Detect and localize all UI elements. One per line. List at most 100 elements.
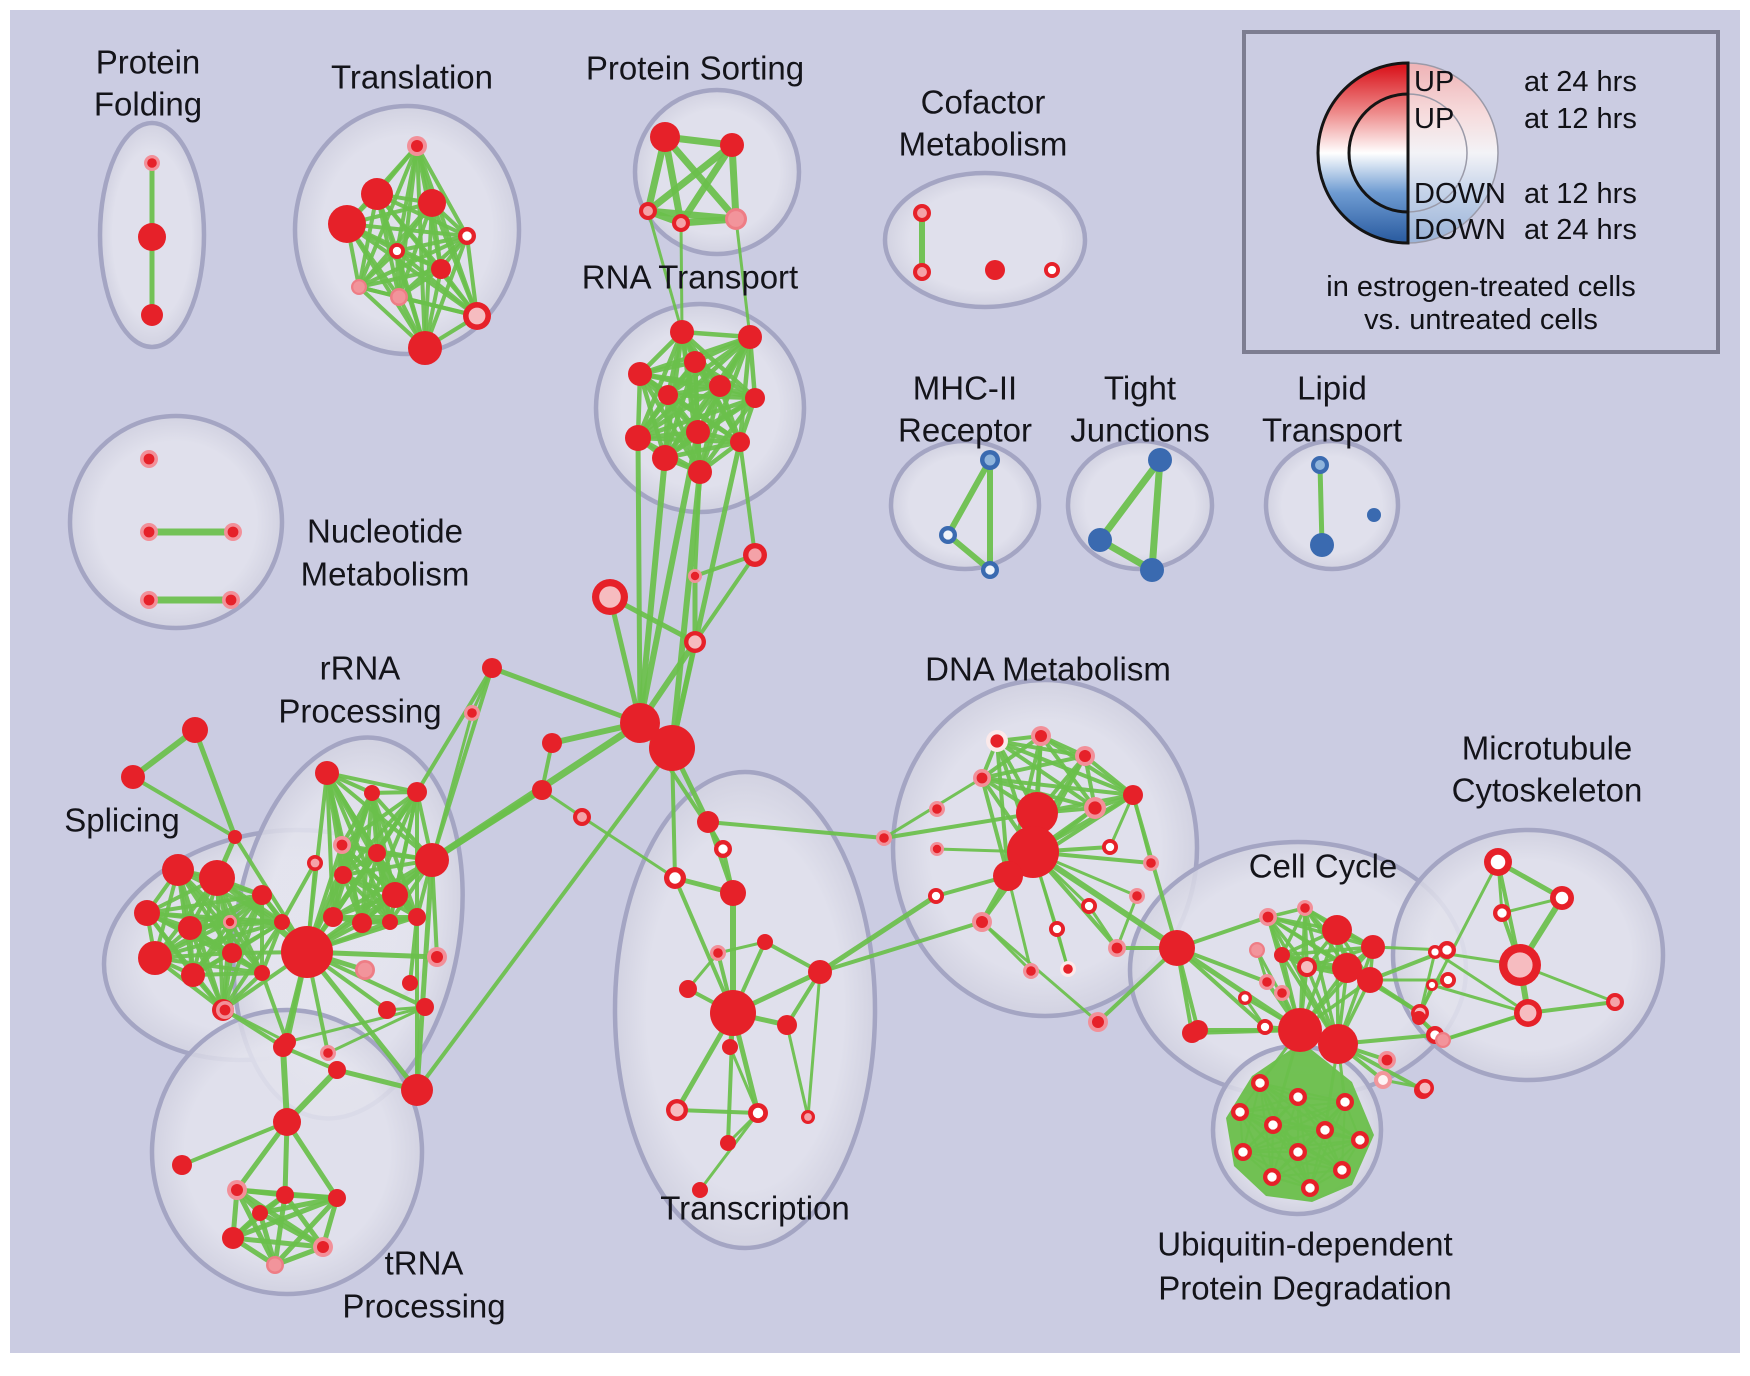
gene-node[interactable] bbox=[697, 811, 719, 833]
gene-node[interactable] bbox=[274, 914, 290, 930]
gene-node[interactable] bbox=[738, 325, 762, 349]
gene-node[interactable] bbox=[273, 1108, 301, 1136]
gene-node[interactable] bbox=[407, 782, 427, 802]
gene-node[interactable] bbox=[1274, 947, 1290, 963]
gene-node[interactable] bbox=[254, 965, 270, 981]
gene-node[interactable] bbox=[709, 375, 731, 397]
edge-dm bbox=[1039, 734, 1097, 810]
gene-node[interactable] bbox=[1322, 915, 1352, 945]
gene-node[interactable] bbox=[328, 1061, 346, 1079]
gene-node[interactable] bbox=[1159, 930, 1195, 966]
gene-node[interactable] bbox=[172, 1155, 192, 1175]
gene-node[interactable] bbox=[222, 1227, 244, 1249]
gene-node[interactable] bbox=[181, 963, 205, 987]
gene-node[interactable] bbox=[720, 1135, 736, 1151]
gene-node[interactable] bbox=[649, 725, 695, 771]
gene-node[interactable] bbox=[720, 880, 746, 906]
gene-node-core bbox=[976, 772, 988, 784]
gene-node[interactable] bbox=[141, 304, 163, 326]
gene-node[interactable] bbox=[1318, 1024, 1358, 1064]
gene-node[interactable] bbox=[276, 1186, 294, 1204]
gene-node[interactable] bbox=[416, 998, 434, 1016]
gene-node[interactable] bbox=[658, 385, 678, 405]
gene-node[interactable] bbox=[652, 445, 678, 471]
gene-node[interactable] bbox=[650, 122, 680, 152]
gene-node[interactable] bbox=[199, 860, 235, 896]
gene-node[interactable] bbox=[532, 780, 552, 800]
gene-node[interactable] bbox=[361, 178, 393, 210]
gene-node[interactable] bbox=[1140, 558, 1164, 582]
gene-node[interactable] bbox=[1361, 935, 1385, 959]
gene-node[interactable] bbox=[670, 320, 694, 344]
gene-node[interactable] bbox=[182, 717, 208, 743]
gene-node-core bbox=[1235, 1107, 1245, 1117]
gene-node[interactable] bbox=[1016, 792, 1058, 834]
gene-node[interactable] bbox=[679, 980, 697, 998]
edge-dm bbox=[980, 920, 1033, 973]
gene-node[interactable] bbox=[620, 703, 660, 743]
gene-node[interactable] bbox=[222, 943, 242, 963]
gene-node[interactable] bbox=[382, 882, 408, 908]
gene-node[interactable] bbox=[993, 861, 1023, 891]
gene-node[interactable] bbox=[1123, 785, 1143, 805]
gene-node[interactable] bbox=[482, 658, 502, 678]
gene-node[interactable] bbox=[628, 362, 652, 386]
gene-node[interactable] bbox=[1367, 508, 1381, 522]
gene-node[interactable] bbox=[722, 1039, 738, 1055]
gene-node[interactable] bbox=[684, 351, 706, 373]
gene-node[interactable] bbox=[1007, 826, 1059, 878]
gene-node[interactable] bbox=[692, 1182, 708, 1198]
gene-node[interactable] bbox=[625, 425, 651, 451]
gene-node[interactable] bbox=[273, 1037, 293, 1057]
gene-node[interactable] bbox=[378, 1001, 396, 1019]
gene-node[interactable] bbox=[808, 960, 832, 984]
gene-node[interactable] bbox=[328, 1189, 346, 1207]
gene-node[interactable] bbox=[415, 843, 449, 877]
gene-node[interactable] bbox=[1357, 967, 1383, 993]
gene-node[interactable] bbox=[334, 866, 352, 884]
gene-node[interactable] bbox=[401, 1074, 433, 1106]
gene-node[interactable] bbox=[352, 913, 372, 933]
gene-node[interactable] bbox=[1412, 1011, 1426, 1025]
gene-node[interactable] bbox=[720, 133, 744, 157]
gene-node[interactable] bbox=[323, 907, 343, 927]
gene-node[interactable] bbox=[777, 1015, 797, 1035]
gene-node[interactable] bbox=[1310, 533, 1334, 557]
gene-node[interactable] bbox=[121, 765, 145, 789]
gene-node[interactable] bbox=[730, 432, 750, 452]
edge-ub bbox=[1239, 1111, 1273, 1178]
gene-node[interactable] bbox=[688, 460, 712, 484]
gene-node[interactable] bbox=[1088, 528, 1112, 552]
gene-node[interactable] bbox=[1278, 1008, 1322, 1052]
gene-node[interactable] bbox=[757, 934, 773, 950]
gene-node[interactable] bbox=[382, 914, 398, 930]
gene-node[interactable] bbox=[134, 900, 160, 926]
gene-node[interactable] bbox=[408, 908, 426, 926]
gene-node[interactable] bbox=[985, 260, 1005, 280]
gene-node-core bbox=[1132, 891, 1142, 901]
gene-node[interactable] bbox=[1332, 953, 1362, 983]
gene-node[interactable] bbox=[368, 844, 386, 862]
gene-node[interactable] bbox=[228, 830, 242, 844]
gene-node[interactable] bbox=[1182, 1023, 1202, 1043]
gene-node-core bbox=[1301, 961, 1313, 973]
gene-node[interactable] bbox=[418, 189, 446, 217]
gene-node[interactable] bbox=[542, 733, 562, 753]
gene-node[interactable] bbox=[686, 420, 710, 444]
gene-node[interactable] bbox=[252, 885, 272, 905]
gene-node[interactable] bbox=[431, 259, 451, 279]
gene-node[interactable] bbox=[408, 331, 442, 365]
gene-node[interactable] bbox=[1148, 448, 1172, 472]
gene-node[interactable] bbox=[178, 916, 202, 940]
gene-node[interactable] bbox=[281, 926, 333, 978]
gene-node[interactable] bbox=[745, 388, 765, 408]
gene-node[interactable] bbox=[328, 205, 366, 243]
gene-node[interactable] bbox=[364, 785, 380, 801]
gene-node[interactable] bbox=[315, 761, 339, 785]
gene-node[interactable] bbox=[138, 941, 172, 975]
gene-node[interactable] bbox=[252, 1205, 268, 1221]
gene-node[interactable] bbox=[162, 854, 194, 886]
gene-node[interactable] bbox=[402, 975, 418, 991]
gene-node[interactable] bbox=[710, 990, 756, 1036]
gene-node[interactable] bbox=[138, 223, 166, 251]
